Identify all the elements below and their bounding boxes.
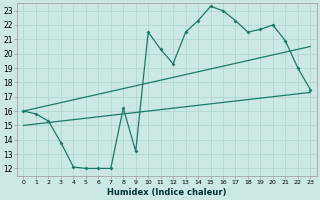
X-axis label: Humidex (Indice chaleur): Humidex (Indice chaleur) [107, 188, 227, 197]
